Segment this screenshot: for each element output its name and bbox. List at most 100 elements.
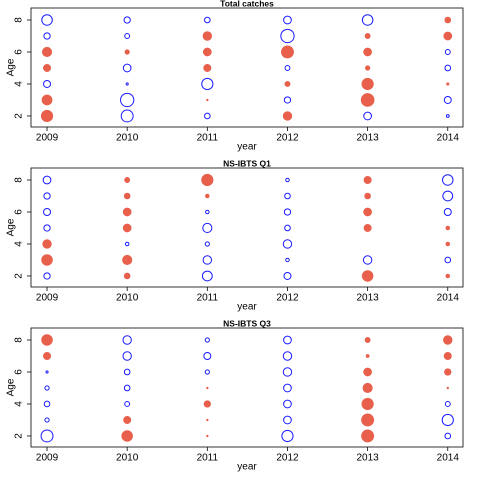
bubble (202, 31, 213, 41)
bubble (43, 32, 51, 40)
y-tick-label: 8 (14, 337, 25, 343)
bubble (43, 272, 51, 280)
bubble (444, 49, 451, 55)
x-axis-label: year (237, 302, 257, 313)
bubble (445, 273, 451, 279)
bubble (44, 417, 50, 423)
x-tick-label: 2011 (197, 293, 219, 304)
bubble (282, 239, 293, 249)
chart-title: NS-IBTS Q3 (223, 318, 271, 328)
chart-title: NS-IBTS Q1 (223, 158, 271, 168)
bubble (284, 192, 291, 200)
bubble (43, 192, 51, 200)
bubble (282, 351, 293, 361)
bubble (361, 77, 374, 91)
bubble (201, 173, 214, 187)
bubble (281, 429, 294, 443)
bubble (283, 383, 292, 393)
bubble (205, 193, 210, 199)
y-axis-label: Age (6, 218, 17, 236)
x-tick-label: 2011 (197, 133, 219, 144)
bubble (443, 335, 453, 345)
bubble (282, 111, 293, 121)
bubble (206, 98, 209, 102)
bubble (203, 351, 212, 360)
bubble (204, 241, 210, 247)
bubble (122, 351, 132, 361)
bubble (285, 177, 290, 183)
bubble (444, 16, 452, 24)
bubble (43, 207, 52, 216)
y-tick-label: 2 (14, 113, 25, 119)
y-axis-label: Age (6, 378, 17, 396)
bubble (284, 224, 291, 232)
bubble (203, 63, 212, 72)
x-tick-label: 2013 (356, 453, 379, 464)
bubble (444, 256, 452, 264)
bubble (124, 33, 131, 39)
plot-frame (30, 327, 464, 448)
bubble (124, 177, 131, 183)
bubble (361, 397, 374, 411)
bubble (364, 337, 371, 343)
x-tick-label: 2013 (356, 133, 379, 144)
y-tick-label: 2 (14, 433, 25, 439)
y-tick-label: 8 (14, 177, 25, 183)
bubble (124, 401, 131, 407)
bubble (363, 111, 372, 121)
x-tick-label: 2011 (197, 453, 219, 464)
bubble (120, 109, 134, 123)
bubble (43, 400, 51, 408)
bubble (203, 400, 211, 408)
bubble (361, 429, 375, 443)
bubble (41, 334, 53, 346)
x-tick-label: 2010 (116, 133, 139, 144)
bubble (202, 47, 212, 57)
y-tick-label: 4 (14, 241, 25, 247)
bubble (204, 337, 210, 343)
bubble (282, 367, 293, 377)
bubble (443, 95, 452, 104)
bubble (365, 354, 370, 358)
x-axis-label: year (237, 142, 257, 153)
bubble (361, 413, 375, 427)
bubble (285, 257, 290, 263)
bubble (444, 401, 451, 407)
x-tick-label: 2012 (276, 453, 299, 464)
y-tick-label: 6 (14, 369, 25, 375)
bubble (281, 45, 294, 59)
bubble (206, 434, 209, 438)
plot-frame (30, 167, 464, 288)
bubble (283, 415, 292, 425)
bubble (444, 368, 452, 376)
bubble (363, 47, 372, 57)
bubble (361, 14, 374, 26)
bubble (364, 33, 371, 39)
y-tick-label: 8 (14, 17, 25, 23)
bubble (363, 223, 372, 232)
y-tick-label: 2 (14, 273, 25, 279)
bubble (44, 385, 50, 391)
bubble (363, 207, 372, 217)
bubble (206, 418, 209, 422)
bubble (444, 432, 452, 440)
bubble (43, 224, 51, 232)
bubble (204, 369, 210, 375)
bubble (40, 109, 54, 123)
x-tick-label: 2012 (276, 133, 299, 144)
bubble (202, 222, 213, 234)
y-axis-label: Age (6, 58, 17, 76)
bubble (443, 31, 453, 41)
bubble (42, 239, 52, 249)
bubble (123, 368, 131, 376)
y-tick-label: 4 (14, 401, 25, 407)
bubble (41, 254, 53, 266)
bubble (125, 82, 129, 86)
x-tick-label: 2009 (36, 133, 59, 144)
x-tick-label: 2010 (116, 293, 139, 304)
bubble (42, 175, 52, 185)
bubble (202, 255, 213, 265)
x-tick-label: 2013 (356, 293, 379, 304)
y-tick-label: 4 (14, 81, 25, 87)
